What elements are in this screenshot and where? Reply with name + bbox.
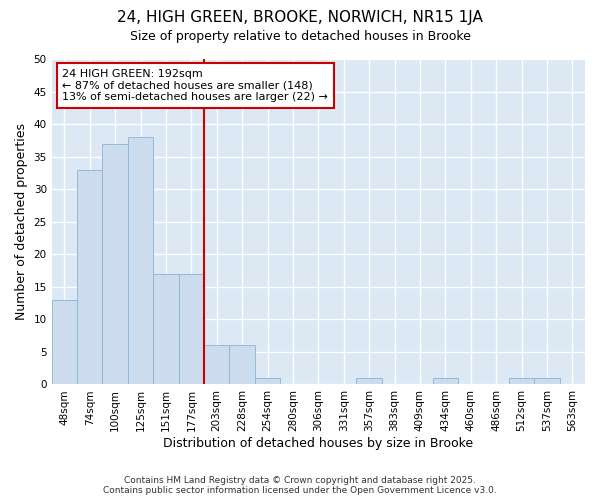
Bar — [153, 274, 179, 384]
Bar — [204, 346, 229, 385]
Text: Contains HM Land Registry data © Crown copyright and database right 2025.
Contai: Contains HM Land Registry data © Crown c… — [103, 476, 497, 495]
Bar — [128, 137, 153, 384]
Bar — [77, 170, 103, 384]
Text: 24, HIGH GREEN, BROOKE, NORWICH, NR15 1JA: 24, HIGH GREEN, BROOKE, NORWICH, NR15 1J… — [117, 10, 483, 25]
Bar — [229, 346, 255, 385]
Bar — [103, 144, 128, 384]
Bar — [255, 378, 280, 384]
Text: Size of property relative to detached houses in Brooke: Size of property relative to detached ho… — [130, 30, 470, 43]
Y-axis label: Number of detached properties: Number of detached properties — [15, 123, 28, 320]
Bar — [433, 378, 458, 384]
Bar — [534, 378, 560, 384]
Bar — [179, 274, 204, 384]
Bar — [509, 378, 534, 384]
Bar — [356, 378, 382, 384]
X-axis label: Distribution of detached houses by size in Brooke: Distribution of detached houses by size … — [163, 437, 473, 450]
Text: 24 HIGH GREEN: 192sqm
← 87% of detached houses are smaller (148)
13% of semi-det: 24 HIGH GREEN: 192sqm ← 87% of detached … — [62, 69, 328, 102]
Bar — [52, 300, 77, 384]
